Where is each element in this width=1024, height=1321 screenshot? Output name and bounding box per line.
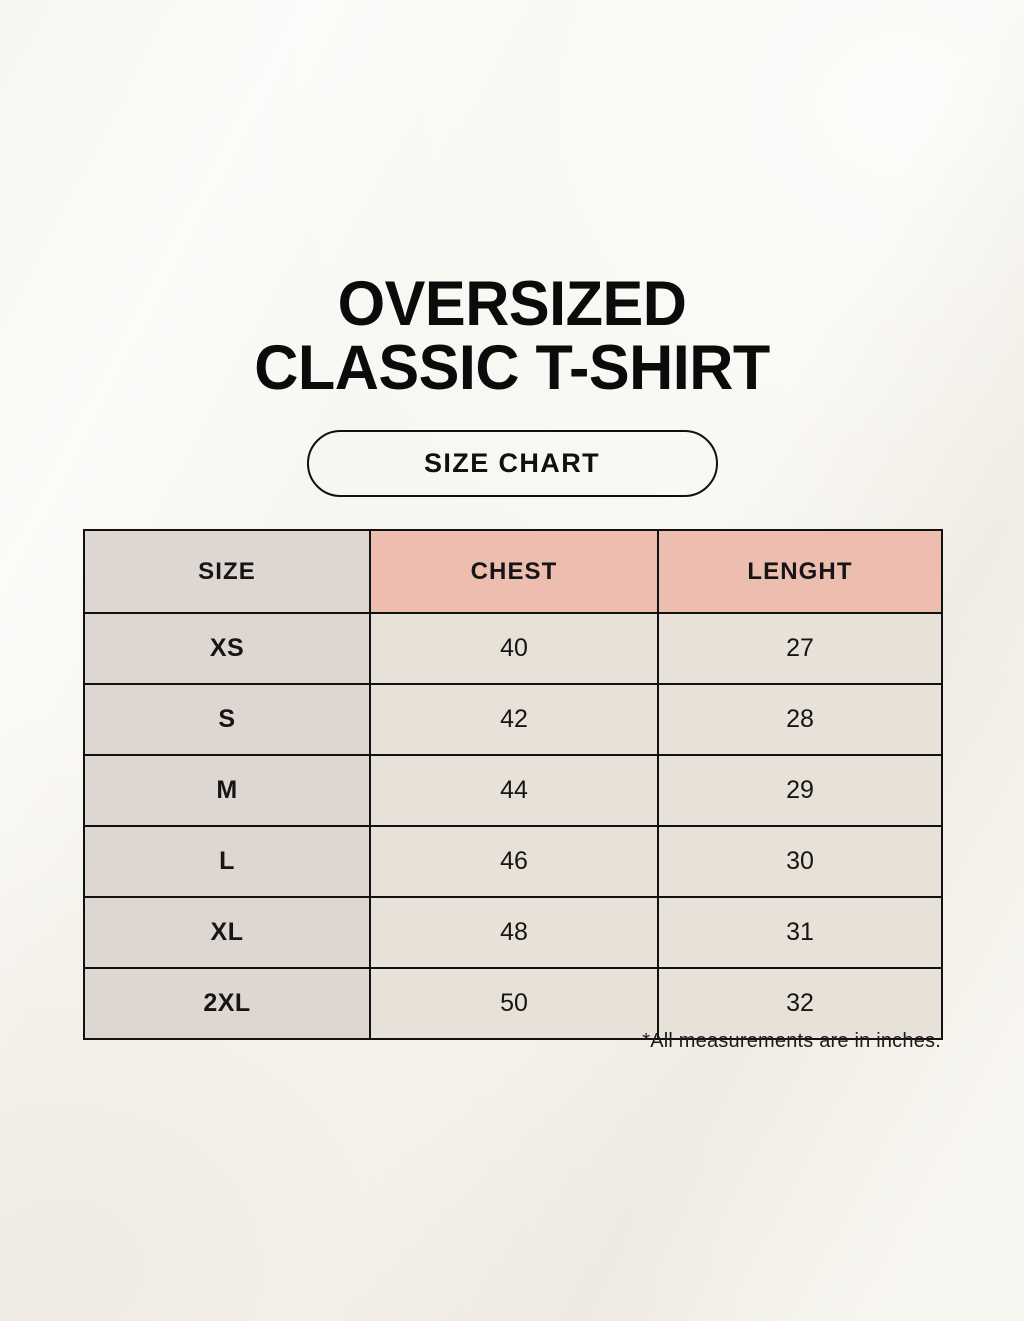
title-line-2: CLASSIC T-SHIRT bbox=[254, 333, 770, 403]
column-header-size: SIZE bbox=[83, 529, 371, 614]
cell-length: 32 bbox=[657, 967, 943, 1040]
cell-chest: 42 bbox=[369, 683, 659, 756]
column-header-chest: CHEST bbox=[369, 529, 659, 614]
size-chart-badge: SIZE CHART bbox=[306, 430, 718, 497]
table-row: 2XL 50 32 bbox=[83, 967, 943, 1040]
table-row: S 42 28 bbox=[83, 683, 943, 756]
size-chart-table: SIZE CHEST LENGHT XS 40 27 S 42 28 M bbox=[83, 529, 943, 1040]
size-chart-table-wrap: SIZE CHEST LENGHT XS 40 27 S 42 28 M bbox=[83, 529, 943, 1040]
cell-chest: 50 bbox=[369, 967, 659, 1040]
cell-length: 30 bbox=[657, 825, 943, 898]
page-title: OVERSIZED CLASSIC T-SHIRT bbox=[0, 272, 1024, 400]
cell-size: S bbox=[83, 683, 371, 756]
cell-chest: 48 bbox=[369, 896, 659, 969]
table-head: SIZE CHEST LENGHT bbox=[83, 529, 943, 614]
table-header-row: SIZE CHEST LENGHT bbox=[83, 529, 943, 614]
cell-size: 2XL bbox=[83, 967, 371, 1040]
cell-chest: 40 bbox=[369, 612, 659, 685]
cell-chest: 44 bbox=[369, 754, 659, 827]
title-line-1: OVERSIZED bbox=[337, 269, 687, 339]
table-row: M 44 29 bbox=[83, 754, 943, 827]
cell-size: XS bbox=[83, 612, 371, 685]
column-header-length: LENGHT bbox=[657, 529, 943, 614]
table-row: L 46 30 bbox=[83, 825, 943, 898]
cell-length: 28 bbox=[657, 683, 943, 756]
table-row: XL 48 31 bbox=[83, 896, 943, 969]
cell-length: 29 bbox=[657, 754, 943, 827]
cell-size: L bbox=[83, 825, 371, 898]
cell-size: M bbox=[83, 754, 371, 827]
cell-size: XL bbox=[83, 896, 371, 969]
cell-length: 31 bbox=[657, 896, 943, 969]
measurement-units-note: *All measurements are in inches. bbox=[642, 1030, 941, 1052]
cell-length: 27 bbox=[657, 612, 943, 685]
size-chart-badge-wrap: SIZE CHART bbox=[0, 430, 1024, 497]
cell-chest: 46 bbox=[369, 825, 659, 898]
table-body: XS 40 27 S 42 28 M 44 29 L 46 30 bbox=[83, 612, 943, 1040]
table-row: XS 40 27 bbox=[83, 612, 943, 685]
